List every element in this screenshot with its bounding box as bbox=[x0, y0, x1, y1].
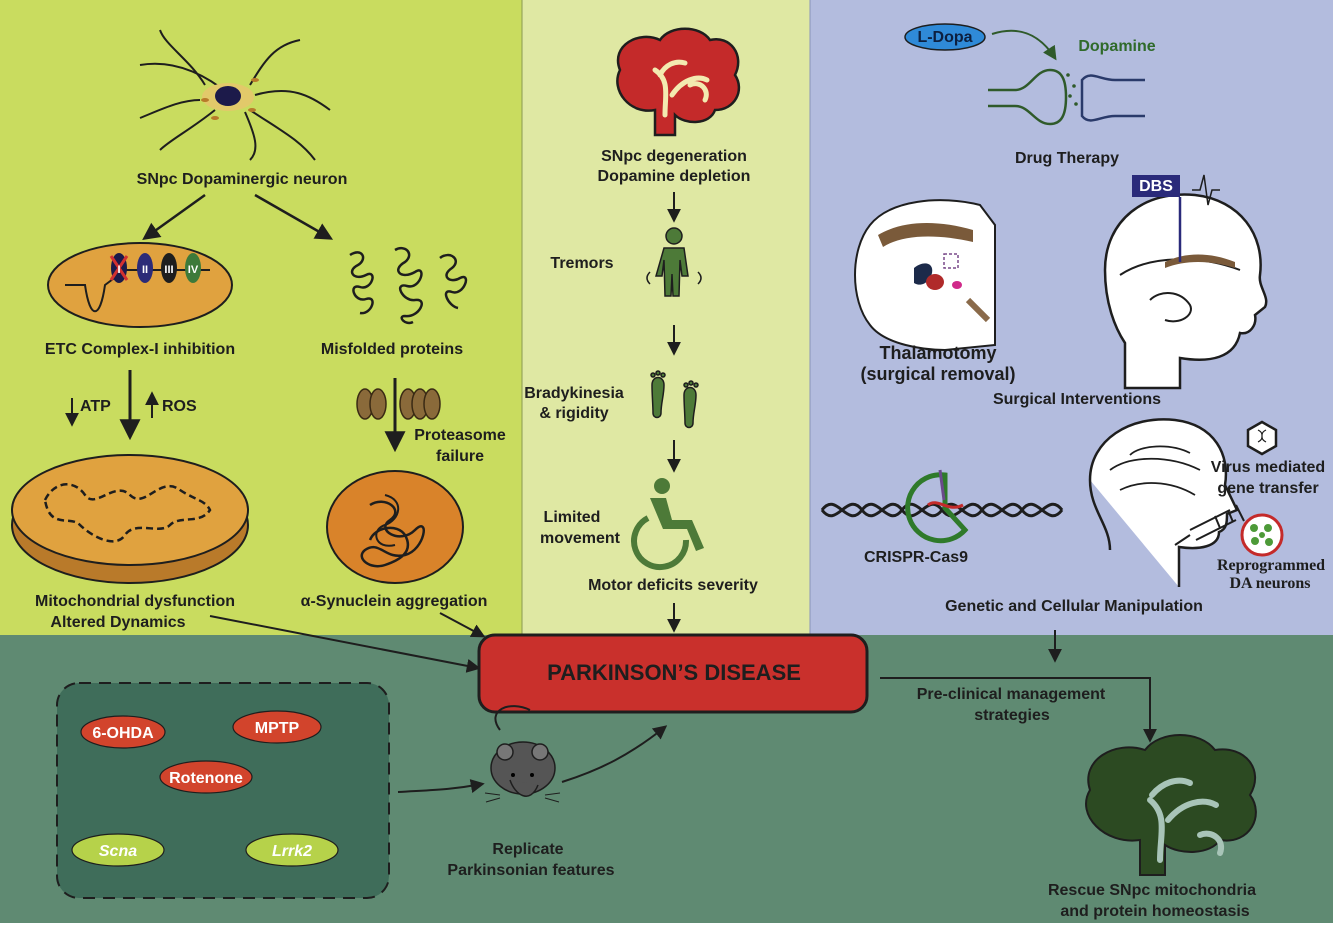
toxin-mptp-badge bbox=[232, 710, 322, 744]
etc-label: ETC Complex-I inhibition bbox=[45, 341, 235, 358]
pulse-icon bbox=[1192, 174, 1220, 206]
toxin-6ohda-label: 6-OHDA bbox=[92, 725, 154, 742]
mito-label-1: Mitochondrial dysfunction bbox=[35, 593, 235, 610]
reprog-label-1: Reprogrammed bbox=[1217, 557, 1325, 574]
atp-label: ATP bbox=[80, 398, 111, 415]
crispr-label: CRISPR-Cas9 bbox=[864, 549, 968, 566]
ldopa-badge bbox=[904, 23, 986, 51]
severity-label: Motor deficits severity bbox=[588, 577, 758, 594]
replicate-label-2: Parkinsonian features bbox=[447, 862, 614, 879]
brady-label-1: Bradykinesia bbox=[524, 385, 624, 402]
cas9-icon bbox=[905, 469, 969, 544]
disease-label: PARKINSON’S DISEASE bbox=[547, 660, 801, 685]
complex-ii-label: II bbox=[142, 264, 148, 276]
gene-scna-label: Scna bbox=[99, 843, 137, 860]
head-gene-therapy-icon bbox=[1088, 418, 1239, 587]
toxin-rotenone-label: Rotenone bbox=[169, 770, 243, 787]
ldopa-label: L-Dopa bbox=[917, 29, 972, 46]
degeneration-label-1: SNpc degeneration bbox=[601, 148, 747, 165]
brain-degeneration-icon bbox=[616, 27, 741, 137]
gene-lrrk2-label: Lrrk2 bbox=[272, 843, 312, 860]
virus-label-1: Virus mediated bbox=[1211, 459, 1325, 476]
proteasome-icon bbox=[356, 388, 441, 420]
limited-label-1: Limited bbox=[544, 509, 601, 526]
mouse-icon bbox=[484, 705, 561, 803]
toxin-6ohda-badge bbox=[80, 715, 166, 749]
person-tremor-icon bbox=[655, 227, 689, 297]
neuron-label: SNpc Dopaminergic neuron bbox=[137, 171, 348, 188]
disease-box bbox=[477, 633, 869, 714]
complex-iv-label: IV bbox=[188, 264, 199, 276]
brain-section-icon bbox=[854, 199, 996, 352]
preclinical-label-2: strategies bbox=[974, 707, 1050, 724]
ros-label: ROS bbox=[162, 398, 197, 415]
virus-label-2: gene transfer bbox=[1217, 480, 1318, 497]
brady-label-2: & rigidity bbox=[539, 405, 608, 422]
gene-scna-badge bbox=[71, 833, 165, 867]
virus-icon bbox=[1246, 420, 1278, 456]
synuclein-label: α-Synuclein aggregation bbox=[301, 593, 488, 610]
toxin-mptp-label: MPTP bbox=[255, 720, 300, 737]
reprog-label-2: DA neurons bbox=[1229, 575, 1310, 592]
healthy-brain-icon bbox=[1085, 734, 1257, 876]
syringe-icon bbox=[1174, 504, 1245, 546]
rescue-label-2: and protein homeostasis bbox=[1060, 903, 1249, 920]
mitochondrion-icon bbox=[11, 454, 249, 584]
toxin-rotenone-badge bbox=[159, 760, 253, 794]
neuron-icon bbox=[139, 29, 331, 161]
dna-helix-icon bbox=[820, 502, 1064, 518]
replicate-label-1: Replicate bbox=[492, 841, 563, 858]
degeneration-label-2: Dopamine depletion bbox=[598, 168, 751, 185]
complex-i-label: I bbox=[117, 264, 120, 276]
drug-label: Drug Therapy bbox=[1015, 150, 1119, 167]
rescue-label-1: Rescue SNpc mitochondria bbox=[1048, 882, 1256, 899]
complex-iii-label: III bbox=[164, 264, 173, 276]
misfolded-proteins-icon bbox=[349, 246, 468, 325]
proteasome-label-1: Proteasome bbox=[414, 427, 506, 444]
synuclein-aggregate-icon bbox=[326, 470, 464, 584]
thalamotomy-label-1: Thalamotomy bbox=[879, 343, 996, 363]
gene-lrrk2-badge bbox=[245, 833, 339, 867]
preclinical-label-1: Pre-clinical management bbox=[917, 686, 1106, 703]
mito-label-2: Altered Dynamics bbox=[50, 614, 185, 631]
synapse-icon bbox=[988, 68, 1145, 126]
dopamine-label: Dopamine bbox=[1078, 38, 1155, 55]
misfolded-label: Misfolded proteins bbox=[321, 341, 463, 358]
limited-label-2: movement bbox=[540, 530, 621, 547]
tremors-label: Tremors bbox=[550, 255, 613, 272]
etc-complex-icon bbox=[47, 242, 233, 328]
proteasome-label-2: failure bbox=[436, 448, 484, 465]
dbs-head-icon bbox=[1103, 193, 1268, 390]
reprogrammed-cell-icon bbox=[1240, 513, 1284, 557]
genetic-label: Genetic and Cellular Manipulation bbox=[945, 598, 1203, 615]
footprints-icon bbox=[650, 370, 699, 429]
wheelchair-icon bbox=[631, 478, 704, 571]
surgical-label: Surgical Interventions bbox=[993, 391, 1161, 408]
dbs-label: DBS bbox=[1139, 178, 1173, 195]
dbs-badge bbox=[1132, 175, 1180, 197]
thalamotomy-label-2: (surgical removal) bbox=[860, 364, 1015, 384]
